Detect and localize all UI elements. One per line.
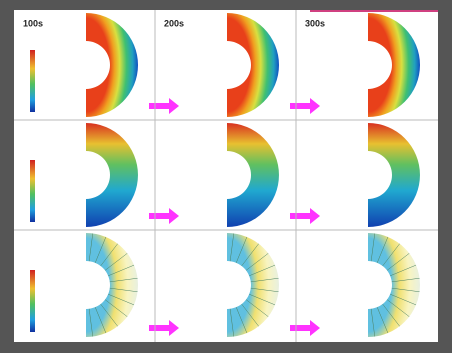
panel: [14, 10, 438, 342]
colorbar: [30, 50, 35, 112]
figure: 100s 200s 300s: [0, 0, 452, 353]
colorbar: [30, 160, 35, 222]
time-label: 100s: [23, 18, 43, 28]
time-label: 200s: [164, 18, 184, 28]
colorbar: [30, 270, 35, 332]
time-label: 300s: [305, 18, 325, 28]
